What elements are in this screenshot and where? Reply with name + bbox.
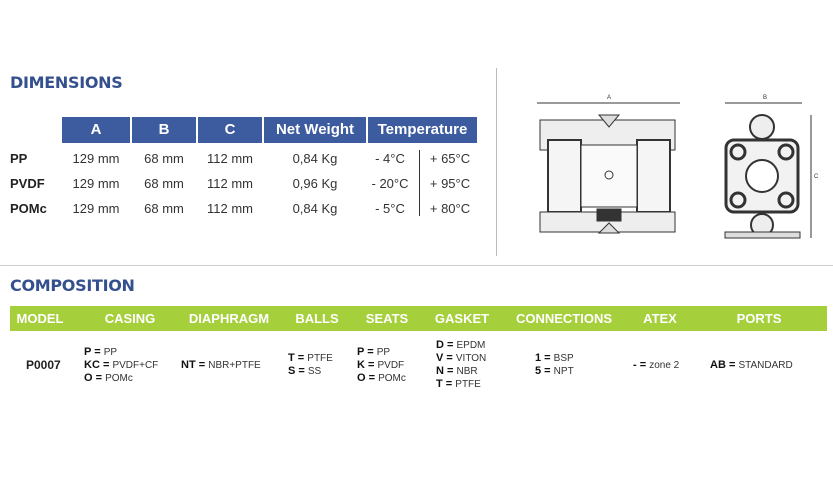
cell-c: 112 mm — [207, 201, 253, 216]
option-code: S — [288, 365, 296, 377]
option-code: - — [633, 358, 637, 371]
seats-option: O = POMc — [357, 371, 406, 384]
atex-option: - = zone 2 — [633, 358, 680, 371]
cell-tmin: - 20°C — [371, 176, 409, 191]
option-code: K — [357, 358, 365, 371]
composition-header-model: MODEL — [16, 311, 64, 326]
casing-option: KC = PVDF+CF — [84, 358, 159, 371]
option-value: SS — [307, 366, 322, 377]
option-code: KC — [84, 358, 100, 371]
cell-c: 112 mm — [207, 151, 253, 166]
composition-header-diaphragm: DIAPHRAGM — [188, 311, 270, 326]
option-value: PTFE — [455, 379, 481, 390]
option-code: NT — [181, 358, 196, 371]
label-b: B — [763, 95, 767, 101]
option-value: zone 2 — [649, 359, 680, 371]
cell-tmin: - 4°C — [375, 151, 405, 166]
option-code: N — [436, 365, 444, 377]
cell-weight: 0,84 Kg — [292, 151, 338, 166]
header-a: A — [62, 117, 130, 143]
option-value: PP — [376, 346, 391, 358]
header-temperature: Temperature — [368, 117, 477, 143]
option-value: PTFE — [307, 353, 333, 364]
option-value: POMc — [105, 372, 133, 384]
temperature-divider — [419, 150, 420, 216]
header-net-weight: Net Weight — [264, 117, 366, 143]
dimensions-title: DIMENSIONS — [10, 73, 123, 92]
connections-option: 1 = BSP — [535, 352, 574, 364]
gasket-option: V = VITON — [436, 352, 487, 364]
composition-header-band — [10, 306, 827, 331]
option-value: VITON — [455, 353, 487, 364]
row-label: PVDF — [10, 176, 45, 191]
cell-weight: 0,96 Kg — [292, 176, 338, 191]
diaphragm-option: NT = NBR+PTFE — [181, 358, 261, 371]
option-code: O — [84, 371, 93, 384]
option-value: EPDM — [456, 340, 486, 351]
option-value: POMc — [378, 372, 406, 384]
composition-header-connections: CONNECTIONS — [515, 311, 613, 326]
cell-a: 129 mm — [72, 151, 120, 166]
option-value: BSP — [553, 353, 574, 364]
option-value: NPT — [553, 366, 574, 377]
row-label: POMc — [10, 201, 47, 216]
option-code: AB — [710, 358, 726, 371]
option-code: 5 — [535, 365, 542, 377]
model-code: P0007 — [26, 358, 61, 372]
horizontal-divider — [0, 265, 833, 266]
seats-option: K = PVDF — [357, 358, 405, 371]
cell-a: 129 mm — [72, 201, 120, 216]
vertical-divider — [496, 68, 497, 256]
option-code: O — [357, 371, 366, 384]
cell-tmax: + 95°C — [429, 176, 471, 191]
seats-option: P = PP — [357, 345, 391, 358]
composition-header-gasket: GASKET — [434, 311, 490, 326]
balls-option: T = PTFE — [288, 352, 333, 364]
composition-header-seats: SEATS — [365, 311, 409, 326]
balls-option: S = SS — [288, 365, 322, 377]
composition-header-ports: PORTS — [736, 311, 782, 326]
casing-option: P = PP — [84, 345, 118, 358]
cell-tmin: - 5°C — [375, 201, 405, 216]
option-value: PP — [103, 346, 118, 358]
composition-header-casing: CASING — [104, 311, 156, 326]
gasket-option: T = PTFE — [436, 378, 481, 390]
option-code: P — [84, 345, 92, 358]
cell-weight: 0,84 Kg — [292, 201, 338, 216]
composition-header-atex: ATEX — [643, 311, 677, 326]
cell-tmax: + 65°C — [429, 151, 471, 166]
option-code: T — [436, 378, 443, 390]
cell-a: 129 mm — [72, 176, 120, 191]
option-code: T — [288, 352, 295, 364]
option-value: NBR — [456, 366, 478, 377]
option-value: PVDF+CF — [112, 359, 159, 371]
composition-title: COMPOSITION — [10, 276, 135, 295]
gasket-option: D = EPDM — [436, 339, 486, 351]
cell-b: 68 mm — [144, 201, 184, 216]
option-value: STANDARD — [738, 359, 793, 371]
option-value: PVDF — [377, 359, 405, 371]
option-code: D — [436, 339, 444, 351]
cell-c: 112 mm — [207, 176, 253, 191]
option-value: NBR+PTFE — [208, 359, 261, 371]
ports-option: AB = STANDARD — [710, 358, 793, 371]
option-code: V — [436, 352, 444, 364]
gasket-option: N = NBR — [436, 365, 478, 377]
pump-technical-drawing: A B C — [537, 95, 819, 239]
cell-tmax: + 80°C — [429, 201, 471, 216]
composition-header-balls: BALLS — [295, 311, 339, 326]
header-b: B — [132, 117, 196, 143]
option-code: 1 — [535, 352, 542, 364]
label-a: A — [607, 95, 611, 101]
cell-b: 68 mm — [144, 176, 184, 191]
row-label: PP — [10, 151, 28, 166]
casing-option: O = POMc — [84, 371, 133, 384]
option-code: P — [357, 345, 365, 358]
cell-b: 68 mm — [144, 151, 184, 166]
header-c: C — [198, 117, 262, 143]
label-c: C — [814, 174, 819, 180]
connections-option: 5 = NPT — [535, 365, 574, 377]
